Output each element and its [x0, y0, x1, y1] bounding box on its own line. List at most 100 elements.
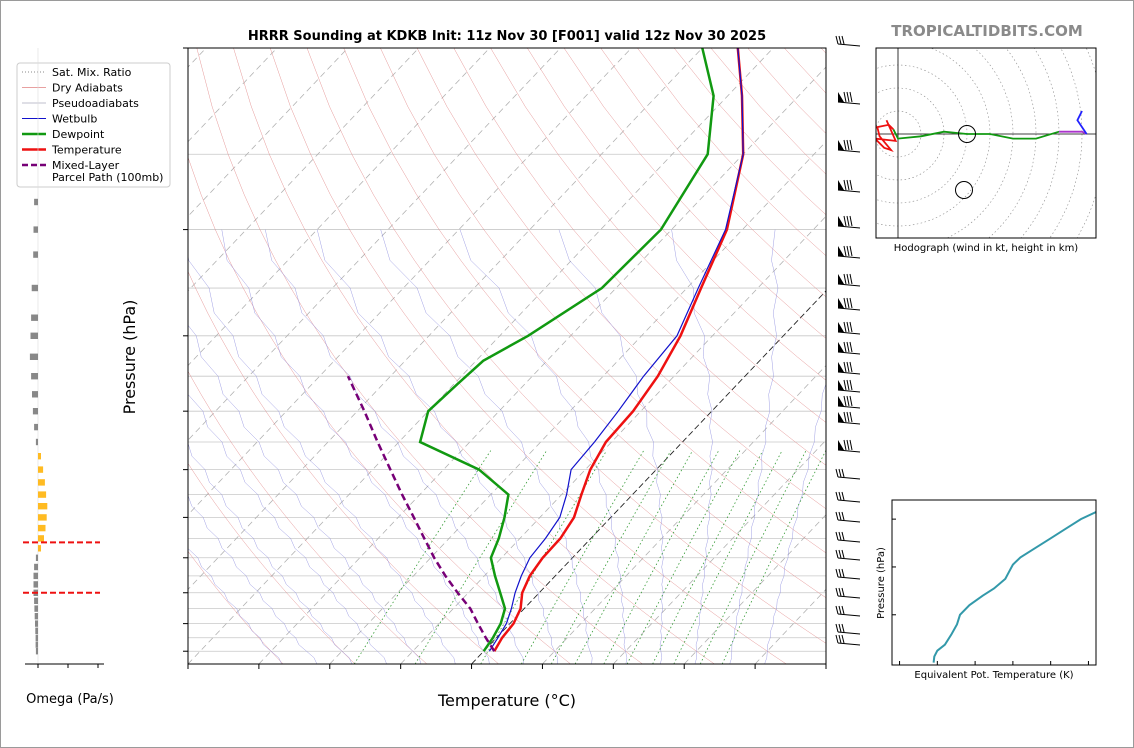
wind-barb-staff — [837, 351, 861, 355]
isotherm-line — [542, 364, 826, 664]
mixing-ratio-line — [652, 450, 764, 664]
wind-barb-feather — [843, 341, 847, 353]
legend-label: Temperature — [51, 144, 122, 157]
omega-plot — [23, 48, 104, 668]
wind-barb-feather — [838, 511, 842, 521]
mixing-ratio-line — [721, 450, 826, 664]
wind-barb-feather — [846, 379, 850, 391]
isotherm-line — [329, 141, 826, 664]
pseudoadiabat — [188, 548, 282, 664]
wind-barb-pennant — [838, 246, 844, 256]
wind-barb-pennant — [838, 322, 844, 332]
wind-barb-pennant — [838, 92, 844, 102]
wind-barb-staff — [837, 225, 861, 229]
wind-barb-feather — [835, 511, 839, 521]
pseudoadiabat — [221, 229, 490, 664]
wind-barb-feather — [846, 91, 850, 103]
wind-barb-feather — [838, 623, 842, 633]
wind-barb-feather — [843, 139, 847, 151]
omega-bar — [35, 627, 38, 634]
wind-barb-feather — [835, 605, 839, 615]
dry-adiabat — [453, 48, 826, 466]
dry-adiabat — [196, 48, 643, 664]
wind-barb-feather — [843, 321, 847, 333]
wind-barb-feather — [846, 273, 850, 285]
omega-bar — [33, 226, 38, 233]
pseudoadiabat — [380, 229, 593, 664]
skewt-frame — [187, 47, 827, 665]
wind-barb-feather — [849, 297, 853, 309]
wind-barb-feather — [843, 273, 847, 285]
omega-bar — [35, 641, 38, 648]
wind-barb-staff — [837, 371, 861, 375]
isotherm-line — [188, 48, 774, 664]
wind-barb-staff — [837, 576, 861, 580]
dry-adiabat — [563, 48, 826, 339]
omega-bar — [35, 554, 38, 561]
mixing-ratio-line — [480, 450, 607, 664]
wind-barb-feather — [846, 245, 850, 257]
freezing-isotherm — [471, 290, 826, 664]
omega-bar — [34, 597, 38, 604]
isotherm-line — [188, 48, 703, 590]
wind-barb-feather — [849, 379, 853, 391]
hodograph-plot — [875, 47, 1097, 239]
mixing-ratio-line — [353, 450, 492, 664]
isotherm-line — [683, 514, 826, 664]
legend-label-line: Temperature — [51, 144, 122, 157]
omega-bar — [33, 581, 38, 588]
legend: Sat. Mix. Ratio Dry Adiabats Pseudoadiabat… — [16, 62, 171, 188]
dry-adiabat — [306, 48, 826, 644]
wind-barb-feather — [841, 623, 845, 633]
wind-barb-staff — [837, 557, 861, 561]
wind-barb-feather — [835, 531, 839, 541]
omega-bar — [35, 634, 38, 641]
wind-barb-feather — [835, 35, 839, 45]
theta-frame — [891, 499, 1097, 666]
omega-bar — [38, 466, 44, 473]
wind-barb-feather — [846, 139, 850, 151]
wind-barb-feather — [846, 321, 850, 333]
legend-label: Sat. Mix. Ratio — [52, 66, 132, 79]
hodo-segment — [892, 128, 1060, 140]
wind-barb-staff — [837, 631, 861, 635]
wind-barb-feather — [846, 215, 850, 227]
wind-barb-feather — [838, 491, 842, 501]
omega-bar — [31, 314, 38, 321]
wind-barb-staff — [837, 519, 861, 523]
skewt-title: HRRR Sounding at KDKB Init: 11z Nov 30 [… — [248, 29, 766, 44]
wind-barb-pennant — [838, 180, 844, 190]
wind-barb-feather — [843, 395, 847, 407]
wind-barb-feather — [849, 215, 853, 227]
dry-adiabat — [710, 48, 826, 175]
wind-barb-feather — [841, 587, 845, 597]
theta-e-plot — [891, 499, 1097, 666]
wind-barb-feather — [843, 411, 847, 423]
omega-bar — [38, 491, 47, 498]
wind-barb-feather — [846, 439, 850, 451]
isotherm-line — [613, 439, 826, 664]
wind-barb-feather — [838, 634, 842, 644]
isotherm-line — [188, 48, 632, 516]
wind-barb-pennant — [838, 342, 844, 352]
wind-barb-feather — [841, 491, 845, 501]
isotherm-line — [188, 48, 490, 367]
wind-barb-feather — [843, 439, 847, 451]
legend-label: Mixed-Layer Parcel Path (100mb) — [52, 159, 163, 184]
wind-barb-feather — [843, 91, 847, 103]
legend-label-line: Pseudoadiabats — [52, 97, 139, 110]
omega-bar — [38, 524, 46, 532]
omega-bar — [38, 514, 47, 521]
skewt-ylabel: Pressure (hPa) — [120, 300, 139, 415]
wind-barb-feather — [843, 297, 847, 309]
wind-barb-feather — [846, 395, 850, 407]
wind-barb-feather — [838, 587, 842, 597]
dry-adiabat — [343, 48, 826, 599]
omega-bar — [34, 605, 38, 612]
dry-adiabat — [188, 156, 571, 664]
legend-label: Pseudoadiabats — [52, 97, 139, 110]
wind-barb-feather — [843, 379, 847, 391]
pseudoadiabat — [671, 229, 713, 664]
wind-barb-feather — [841, 549, 845, 559]
